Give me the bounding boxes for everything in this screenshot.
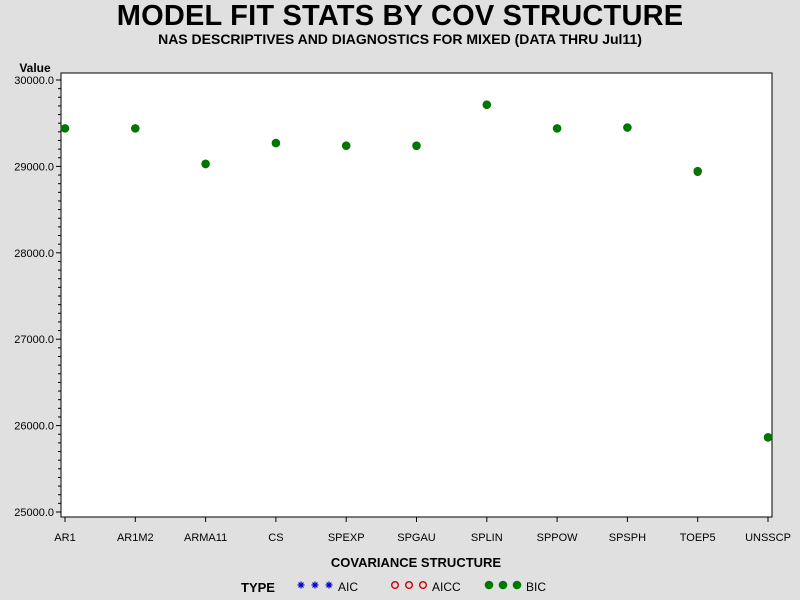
legend-marker-aicc — [405, 581, 414, 590]
legend-marker-aic — [325, 581, 333, 589]
legend-marker-aicc — [419, 581, 428, 590]
y-tick-label: 30000.0 — [14, 75, 54, 87]
x-tick-label: SPLIN — [471, 532, 503, 544]
y-axis-label: Value — [19, 61, 51, 75]
legend-marker-aicc — [391, 581, 400, 590]
x-tick-label: TOEP5 — [680, 532, 716, 544]
legend-label-aic: AIC — [338, 580, 358, 594]
point-bic — [623, 123, 632, 132]
x-axis: AR1 AR1M2 ARMA11 CS SPEXP SPGAU SPLIN SPPOW SPSP… — [54, 517, 791, 544]
point-bic — [482, 100, 492, 109]
x-tick-label: SPPOW — [537, 532, 579, 544]
chart-title: MODEL FIT STATS BY COV STRUCTURE — [116, 0, 684, 32]
legend: TYPE AIC AICC BIC — [241, 580, 546, 595]
x-tick-label: CS — [268, 532, 283, 544]
legend-marker-bic — [484, 580, 494, 590]
x-axis-label: COVARIANCE STRUCTURE — [331, 555, 502, 570]
point-bic — [60, 124, 70, 133]
y-tick-label: 29000.0 — [14, 161, 54, 173]
point-bic — [763, 432, 773, 442]
x-tick-label: AR1M2 — [117, 532, 154, 544]
x-tick-label: SPSPH — [609, 532, 646, 544]
legend-marker-bic — [498, 580, 508, 590]
x-tick-label: AR1 — [54, 532, 75, 544]
x-tick-label: SPEXP — [328, 532, 365, 544]
legend-title: TYPE — [241, 580, 275, 595]
legend-marker-aic — [297, 581, 305, 589]
point-bic — [341, 141, 351, 150]
chart-subtitle: NAS DESCRIPTIVES AND DIAGNOSTICS FOR MIX… — [158, 31, 642, 47]
y-tick-label: 25000.0 — [14, 507, 54, 519]
legend-marker-aic — [311, 581, 319, 589]
x-tick-label: SPGAU — [397, 532, 436, 544]
x-tick-label: ARMA11 — [184, 532, 227, 544]
y-tick-label: 27000.0 — [14, 334, 54, 346]
plot-area — [60, 72, 773, 518]
data-points — [60, 100, 773, 442]
point-bic — [552, 124, 562, 133]
x-tick-label: UNSSCP — [745, 532, 791, 544]
y-axis: 25000.0 26000.0 27000.0 28000.0 29000.0 30000… — [14, 73, 62, 519]
point-bic — [412, 141, 421, 150]
point-bic — [693, 166, 703, 176]
y-tick-label: 26000.0 — [14, 421, 54, 433]
point-bic — [201, 159, 210, 169]
point-bic — [271, 138, 281, 148]
legend-label-bic: BIC — [526, 580, 546, 594]
y-tick-label: 28000.0 — [14, 248, 54, 260]
legend-label-aicc: AICC — [432, 580, 461, 594]
legend-marker-bic — [512, 580, 522, 590]
point-bic — [131, 124, 140, 133]
